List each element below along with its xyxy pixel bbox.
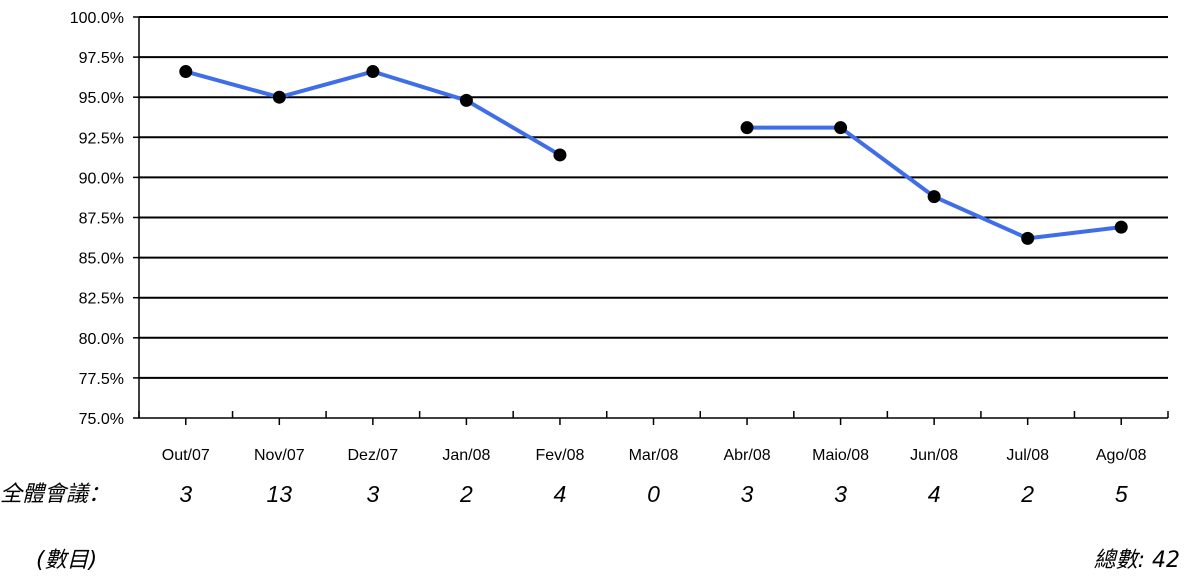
y-tick-label: 100.0% <box>70 10 124 27</box>
y-tick-label: 95.0% <box>79 90 124 107</box>
count-value: 3 <box>834 481 847 507</box>
y-tick-label: 82.5% <box>79 291 124 308</box>
series-line <box>185 69 561 157</box>
x-axis-tick-labels: Out/07 Nov/07 Dez/07 Jan/08 Fev/08 Mar/08 Abr/… <box>162 447 1147 464</box>
y-tick-label: 92.5% <box>79 130 124 147</box>
y-tick-label: 97.5% <box>79 50 124 67</box>
x-tick-label: Abr/08 <box>723 447 770 464</box>
x-tick-label: Out/07 <box>162 447 210 464</box>
series-points <box>179 65 1128 245</box>
data-point <box>927 190 941 204</box>
count-value: 2 <box>459 481 473 507</box>
x-tick-label: Jan/08 <box>442 447 490 464</box>
y-tick-label: 85.0% <box>79 251 124 268</box>
count-value: 0 <box>647 481 660 507</box>
count-value: 3 <box>179 481 192 507</box>
data-point <box>272 90 286 104</box>
y-tick-label: 75.0% <box>79 411 124 428</box>
count-value: 4 <box>928 481 941 507</box>
count-value: 4 <box>554 481 567 507</box>
x-tick-label: Jul/08 <box>1006 447 1049 464</box>
data-point <box>459 93 473 107</box>
y-axis-tick-labels: 100.0% 97.5% 95.0% 92.5% 90.0% 87.5% 85.0% 82.5… <box>70 10 124 428</box>
axes <box>133 16 1169 425</box>
data-point <box>553 148 567 162</box>
data-point <box>179 65 193 79</box>
total-count: 總數: 42 <box>1094 548 1180 573</box>
x-tick-label: Fev/08 <box>535 447 584 464</box>
series-line <box>747 125 1122 241</box>
data-point <box>366 65 380 79</box>
count-row-title: 全體會議： <box>0 482 110 507</box>
count-value: 3 <box>366 481 379 507</box>
x-tick-label: Jun/08 <box>910 447 958 464</box>
data-point <box>1021 231 1035 245</box>
unit-note: (數目) <box>36 548 97 573</box>
count-value: 2 <box>1020 481 1034 507</box>
x-tick-label: Mar/08 <box>629 447 679 464</box>
data-point <box>1114 220 1128 234</box>
count-value: 3 <box>741 481 754 507</box>
y-tick-label: 90.0% <box>79 170 124 187</box>
x-tick-label: Dez/07 <box>348 447 399 464</box>
x-tick-label: Maio/08 <box>812 447 869 464</box>
y-tick-label: 77.5% <box>79 371 124 388</box>
y-tick-label: 87.5% <box>79 211 124 228</box>
y-tick-label: 80.0% <box>79 331 124 348</box>
count-value: 5 <box>1115 481 1128 507</box>
data-point <box>834 121 848 135</box>
x-tick-label: Ago/08 <box>1096 447 1147 464</box>
x-tick-label: Nov/07 <box>254 447 305 464</box>
data-point <box>740 121 754 135</box>
gridlines <box>139 16 1168 379</box>
count-row-values: 3 13 3 2 4 0 3 3 4 2 5 <box>179 481 1127 507</box>
count-value: 13 <box>267 481 293 507</box>
